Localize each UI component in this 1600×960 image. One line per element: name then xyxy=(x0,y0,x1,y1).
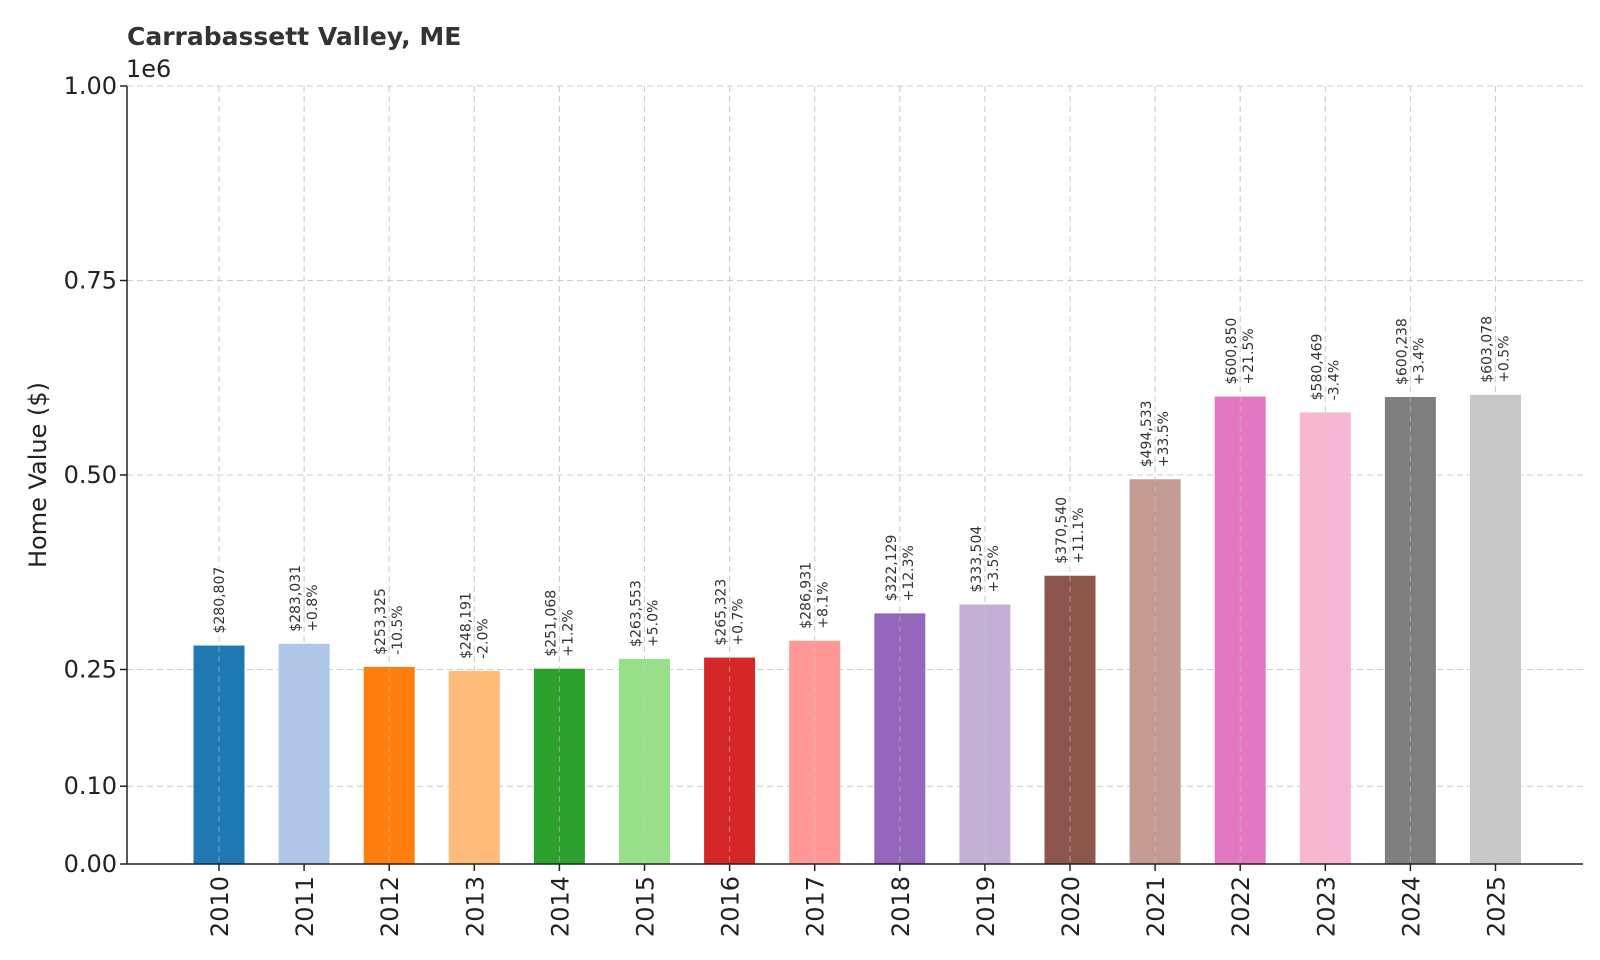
x-tick-label-2019: 2019 xyxy=(972,876,1000,937)
value-label-2025: $603,078 xyxy=(1480,316,1496,383)
x-tick-label-2013: 2013 xyxy=(461,876,489,937)
x-tick-label-2024: 2024 xyxy=(1397,876,1425,937)
y-tick-label: 1.00 xyxy=(64,72,117,100)
value-label-2016: $265,323 xyxy=(714,579,730,646)
value-label-2018: $322,129 xyxy=(884,535,900,602)
x-tick-label-2010: 2010 xyxy=(206,876,234,937)
change-label-2020: +11.1% xyxy=(1071,508,1087,564)
x-tick-label-2016: 2016 xyxy=(717,876,745,937)
x-tick-label-2022: 2022 xyxy=(1227,876,1255,937)
chart-title: Carrabassett Valley, ME xyxy=(127,22,461,51)
change-label-2024: +3.4% xyxy=(1411,338,1427,385)
y-tick-label: 0.25 xyxy=(64,656,117,684)
x-tick-label-2021: 2021 xyxy=(1142,876,1170,937)
axes xyxy=(120,85,1583,871)
y-axis-label: Home Value ($) xyxy=(24,382,52,568)
change-label-2018: +12.3% xyxy=(901,545,917,601)
value-label-2023: $580,469 xyxy=(1309,334,1325,401)
bar-value-labels: $280,807 $283,031 +0.8% $253,325 -10.5% $248,… xyxy=(212,316,1513,659)
change-label-2011: +0.8% xyxy=(305,584,321,631)
value-label-2012: $253,325 xyxy=(373,588,389,655)
change-label-2014: +1.2% xyxy=(560,609,576,656)
change-label-2013: -2.0% xyxy=(475,618,491,659)
tick-labels: 0.00 0.10 0.25 0.50 0.75 1.00 2010 2011 2012 2013… xyxy=(64,72,1511,937)
x-tick-label-2020: 2020 xyxy=(1057,876,1085,937)
x-tick-label-2017: 2017 xyxy=(802,876,830,937)
change-label-2019: +3.5% xyxy=(986,545,1002,592)
x-tick-label-2015: 2015 xyxy=(632,876,660,937)
value-label-2011: $283,031 xyxy=(288,565,304,632)
x-tick-label-2018: 2018 xyxy=(887,876,915,937)
value-label-2019: $333,504 xyxy=(969,526,985,593)
change-label-2012: -10.5% xyxy=(390,605,406,655)
change-label-2021: +33.5% xyxy=(1156,411,1172,467)
value-label-2020: $370,540 xyxy=(1054,497,1070,564)
x-tick-label-2014: 2014 xyxy=(546,876,574,937)
y-tick-label: 0.75 xyxy=(64,267,117,295)
value-label-2024: $600,238 xyxy=(1394,318,1410,385)
bar-2019 xyxy=(959,604,1011,864)
change-label-2015: +5.0% xyxy=(646,600,662,647)
change-label-2025: +0.5% xyxy=(1497,335,1513,382)
y-tick-label: 0.10 xyxy=(64,772,117,800)
y-axis-offset-label: 1e6 xyxy=(126,55,171,83)
value-label-2014: $251,068 xyxy=(543,590,559,657)
change-label-2022: +21.5% xyxy=(1241,328,1257,384)
y-tick-label: 0.50 xyxy=(64,461,117,489)
value-label-2017: $286,931 xyxy=(799,562,815,629)
x-tick-label-2025: 2025 xyxy=(1483,876,1511,937)
value-label-2013: $248,191 xyxy=(458,592,474,659)
x-tick-label-2011: 2011 xyxy=(291,876,319,937)
grid-lines xyxy=(127,85,1583,864)
y-tick-label: 0.00 xyxy=(64,850,117,878)
change-label-2016: +0.7% xyxy=(731,598,747,645)
x-tick-label-2023: 2023 xyxy=(1312,876,1340,937)
change-label-2017: +8.1% xyxy=(816,581,832,628)
x-tick-label-2012: 2012 xyxy=(376,876,404,937)
value-label-2010: $280,807 xyxy=(212,567,228,634)
change-label-2023: -3.4% xyxy=(1326,360,1342,401)
value-label-2015: $263,553 xyxy=(629,580,645,647)
value-label-2021: $494,533 xyxy=(1139,400,1155,467)
value-label-2022: $600,850 xyxy=(1224,318,1240,385)
